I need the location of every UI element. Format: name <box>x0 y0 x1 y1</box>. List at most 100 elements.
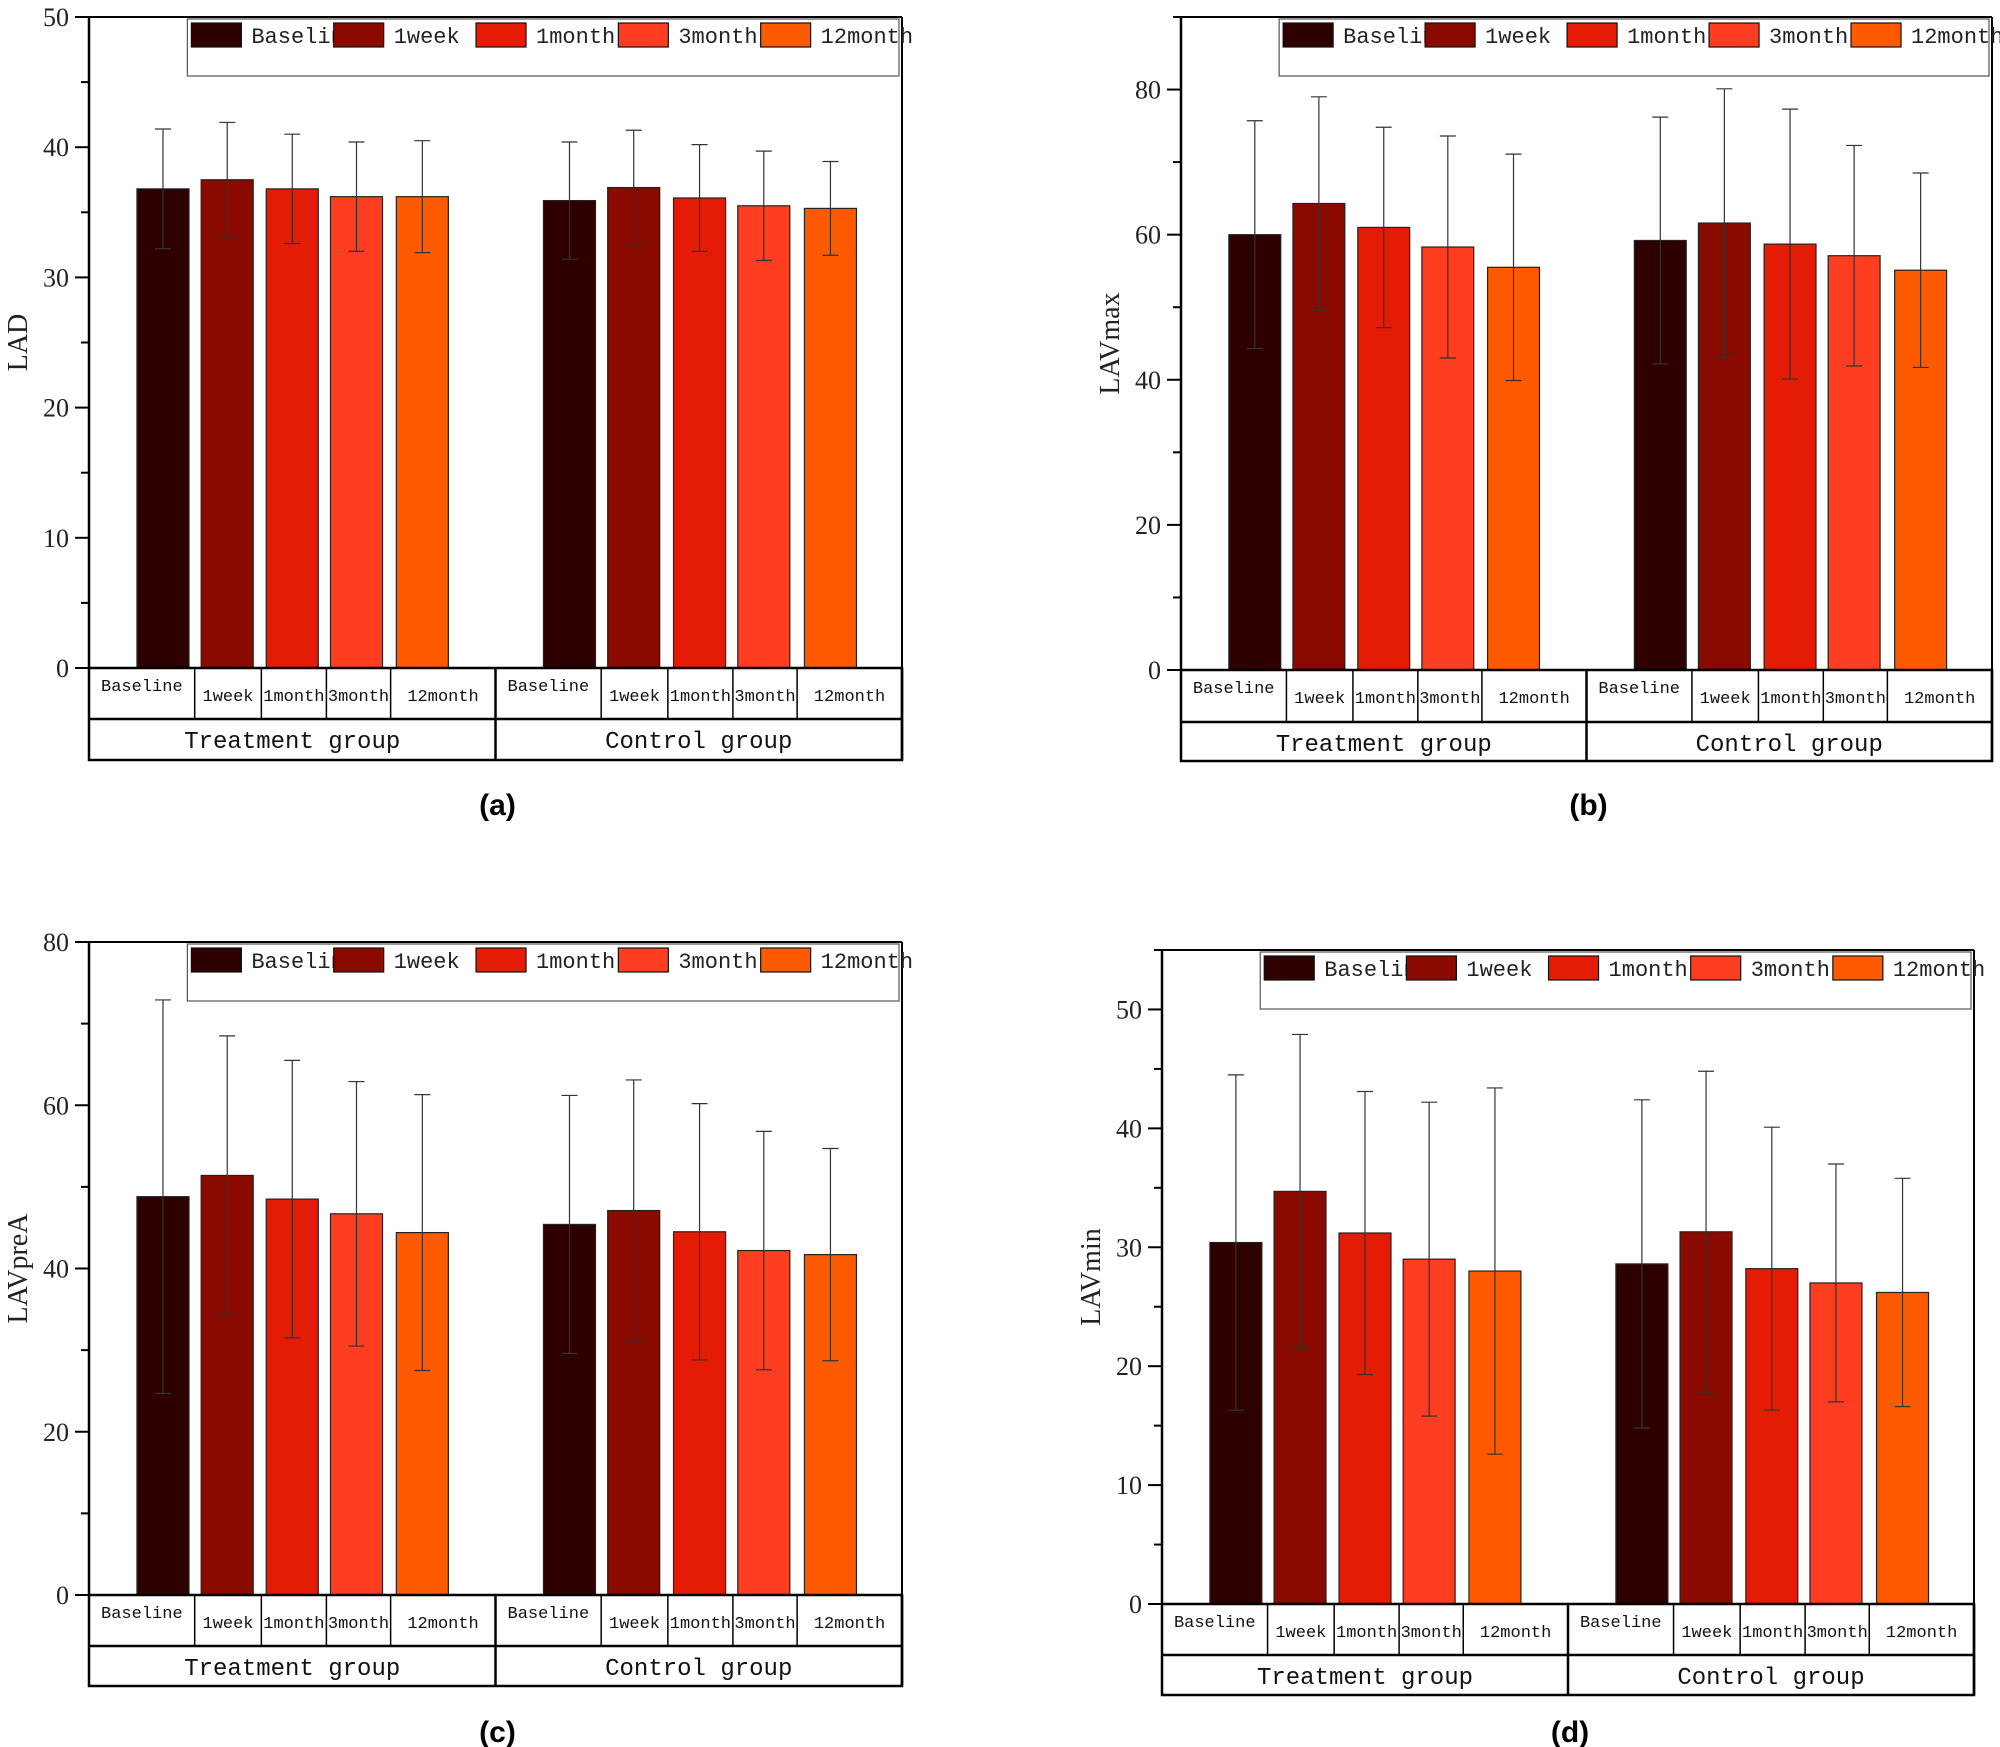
legend-label: 1month <box>536 950 615 975</box>
y-tick-label: 20 <box>1116 1352 1142 1381</box>
legend-swatch <box>1850 22 1902 48</box>
group-label: Control group <box>605 1656 792 1683</box>
y-tick-label: 50 <box>43 3 69 32</box>
legend-label: 1week <box>1466 958 1532 983</box>
category-label: 12month <box>1498 690 1569 709</box>
legend: Baseline 1week 1month 3month 12month <box>1259 951 1985 1010</box>
category-label: 1week <box>609 688 660 707</box>
legend-label: 12month <box>1911 25 2000 50</box>
category-label: 1month <box>670 688 731 707</box>
category-label: 1month <box>1760 690 1821 709</box>
legend-swatch <box>760 947 812 973</box>
bar <box>672 197 727 669</box>
category-label: Baseline <box>508 678 590 697</box>
legend-swatch <box>1566 22 1618 48</box>
y-axis-label: LAVmax <box>1095 292 1126 394</box>
legend-label: 1month <box>1627 25 1706 50</box>
category-label: 1week <box>1275 1624 1326 1643</box>
y-tick-label: 10 <box>43 524 69 553</box>
legend-label: 1month <box>1609 958 1688 983</box>
y-tick-label: 60 <box>43 1091 69 1120</box>
legend-swatch <box>760 22 812 48</box>
category-label: 1week <box>1681 1624 1732 1643</box>
category-label: 1week <box>1294 690 1345 709</box>
y-axis-label: LAVpreA <box>3 1213 34 1324</box>
y-tick-label: 80 <box>43 928 69 957</box>
legend-swatch <box>1708 22 1760 48</box>
legend-label: 3month <box>1769 25 1848 50</box>
legend-label: 3month <box>678 25 757 50</box>
category-label: Baseline <box>1580 1614 1662 1633</box>
legend-swatch <box>333 22 385 48</box>
y-tick-label: 50 <box>1116 995 1142 1024</box>
category-label: 12month <box>814 1615 885 1634</box>
category-label: 3month <box>734 688 795 707</box>
group-label: Control group <box>1696 732 1883 759</box>
category-label: 1week <box>203 688 254 707</box>
legend-label: 3month <box>678 950 757 975</box>
category-label: Baseline <box>1598 680 1680 699</box>
category-label: 3month <box>1825 690 1886 709</box>
category-label: 1week <box>1700 690 1751 709</box>
legend-swatch <box>475 22 527 48</box>
legend-swatch <box>1282 22 1334 48</box>
panel-label: (c) <box>479 1716 516 1747</box>
y-tick-label: 0 <box>56 1581 69 1610</box>
legend-label: 12month <box>821 950 913 975</box>
category-label: 12month <box>407 688 478 707</box>
y-tick-label: 60 <box>1135 221 1161 250</box>
bar <box>542 199 597 669</box>
legend-label: 1week <box>394 25 460 50</box>
category-label: 1month <box>1355 690 1416 709</box>
y-tick-label: 40 <box>1135 366 1161 395</box>
y-tick-label: 40 <box>43 133 69 162</box>
legend-swatch <box>617 22 669 48</box>
legend-label: 1month <box>536 25 615 50</box>
category-label: Baseline <box>1193 680 1275 699</box>
y-tick-label: 30 <box>1116 1233 1142 1262</box>
legend-label: 1week <box>394 950 460 975</box>
category-label: 12month <box>1480 1624 1551 1643</box>
bar <box>803 207 858 669</box>
category-label: 12month <box>1886 1624 1957 1643</box>
legend-swatch <box>190 947 242 973</box>
category-label: 3month <box>1419 690 1480 709</box>
legend-label: 3month <box>1751 958 1830 983</box>
category-label: Baseline <box>101 678 183 697</box>
y-axis-label: LAVmin <box>1076 1228 1107 1326</box>
category-label: 1month <box>1742 1624 1803 1643</box>
panel-label: (a) <box>479 789 516 822</box>
category-label: 1week <box>203 1615 254 1634</box>
legend-swatch <box>1405 955 1458 981</box>
category-label: Baseline <box>508 1605 590 1624</box>
legend-swatch <box>190 22 242 48</box>
legend-swatch <box>1690 955 1742 981</box>
category-label: 3month <box>734 1615 795 1634</box>
y-tick-label: 20 <box>1135 511 1161 540</box>
category-label: 1month <box>263 1615 324 1634</box>
legend-swatch <box>617 947 669 973</box>
legend-swatch <box>1424 22 1476 48</box>
panel-label: (b) <box>1569 789 1607 822</box>
bar <box>200 179 254 669</box>
legend-swatch <box>1547 955 1600 981</box>
y-tick-label: 20 <box>43 1418 69 1447</box>
legend: Baseline 1week 1month 3month 12month <box>1278 18 2000 77</box>
category-label: 1month <box>263 688 324 707</box>
panel-label: (d) <box>1551 1716 1589 1747</box>
category-label: Baseline <box>101 1605 183 1624</box>
bar <box>395 196 449 669</box>
category-label: 12month <box>1904 690 1975 709</box>
category-label: 3month <box>1807 1624 1868 1643</box>
category-label: 3month <box>1401 1624 1462 1643</box>
y-tick-label: 40 <box>1116 1114 1142 1143</box>
legend-swatch <box>333 947 385 973</box>
category-label: 12month <box>814 688 885 707</box>
legend-label: 1week <box>1485 25 1551 50</box>
bar <box>329 196 384 669</box>
category-label: 3month <box>328 1615 389 1634</box>
